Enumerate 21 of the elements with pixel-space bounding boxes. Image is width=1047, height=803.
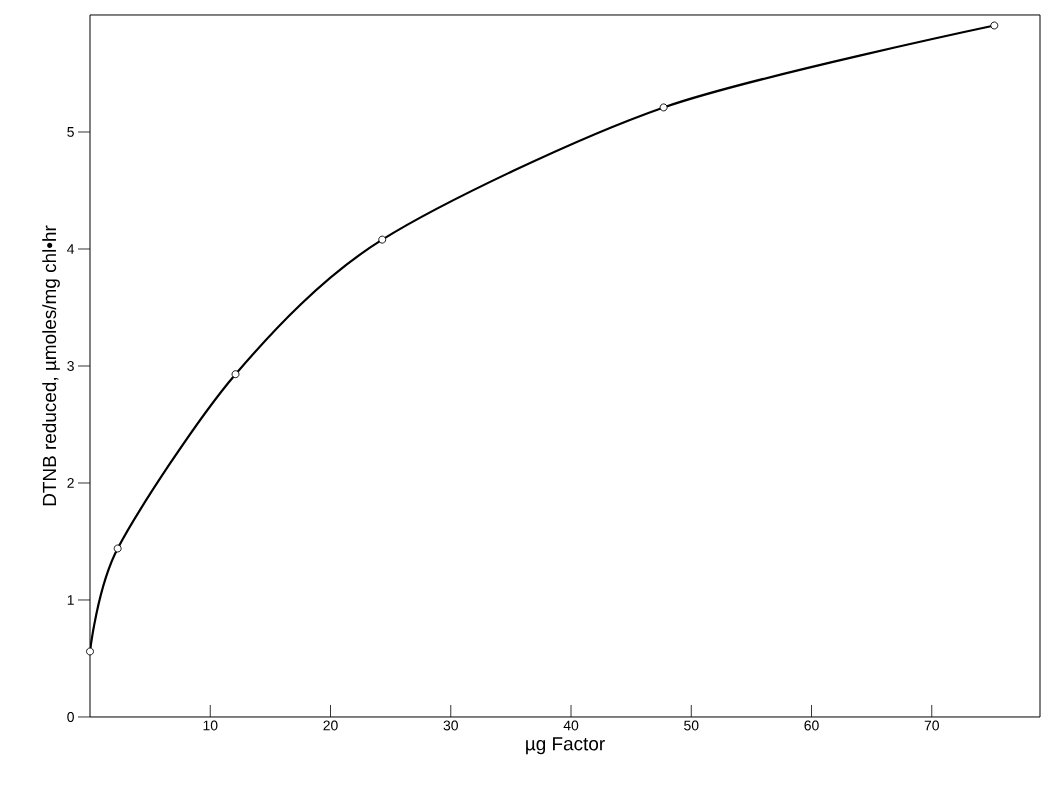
- y-tick-label: 3: [67, 361, 74, 371]
- x-axis-title: µg Factor: [526, 737, 605, 755]
- x-tick-label: 10: [203, 720, 218, 731]
- point: [86, 647, 94, 656]
- point: [113, 544, 122, 553]
- x-tick-label: 50: [684, 720, 699, 731]
- y-tick-label: 0: [67, 712, 74, 722]
- point: [990, 21, 999, 30]
- x-tick-label: 30: [443, 720, 458, 731]
- y-tick-label: 5: [67, 127, 74, 137]
- y-tick-label: 1: [67, 595, 74, 605]
- x-tick-label: 60: [804, 720, 819, 731]
- point: [378, 235, 387, 244]
- x-tick-label: 20: [323, 720, 338, 731]
- x-tick-label: 70: [924, 720, 939, 731]
- x-tick-label: 40: [563, 720, 579, 731]
- point: [659, 103, 668, 112]
- y-axis-title: DTNB reduced, µmoles/mg chl•hr: [42, 225, 60, 506]
- y-tick-label: 4: [67, 244, 75, 254]
- point: [231, 370, 240, 379]
- y-tick-label: 2: [67, 478, 74, 488]
